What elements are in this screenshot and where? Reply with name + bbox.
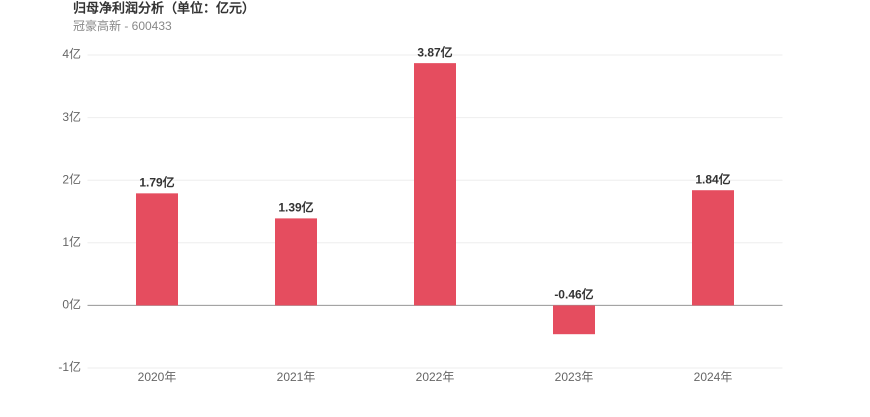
y-tick-label: 4亿 <box>62 46 81 61</box>
y-tick-label: 3亿 <box>62 109 81 124</box>
value-label: 3.87亿 <box>417 44 452 59</box>
bar <box>275 218 317 306</box>
x-tick-label: 2021年 <box>277 370 316 384</box>
chart-subtitle: 冠豪高新 - 600433 <box>73 18 172 33</box>
bar <box>553 305 595 335</box>
y-tick-label: 1亿 <box>62 234 81 249</box>
bar <box>414 63 456 306</box>
x-tick-label: 2020年 <box>138 370 177 384</box>
y-tick-label: -1亿 <box>58 359 81 374</box>
x-tick-label: 2022年 <box>416 370 455 384</box>
value-label: -0.46亿 <box>554 287 593 302</box>
bar <box>692 190 734 306</box>
value-label: 1.84亿 <box>695 171 730 186</box>
x-tick-label: 2024年 <box>694 370 733 384</box>
value-label: 1.79亿 <box>139 175 174 190</box>
chart-title: 归母净利润分析（单位：亿元） <box>73 0 255 15</box>
y-tick-label: 2亿 <box>62 171 81 186</box>
bar <box>136 193 178 306</box>
y-tick-label: 0亿 <box>62 297 81 312</box>
x-tick-label: 2023年 <box>555 370 594 384</box>
value-label: 1.39亿 <box>278 200 313 215</box>
